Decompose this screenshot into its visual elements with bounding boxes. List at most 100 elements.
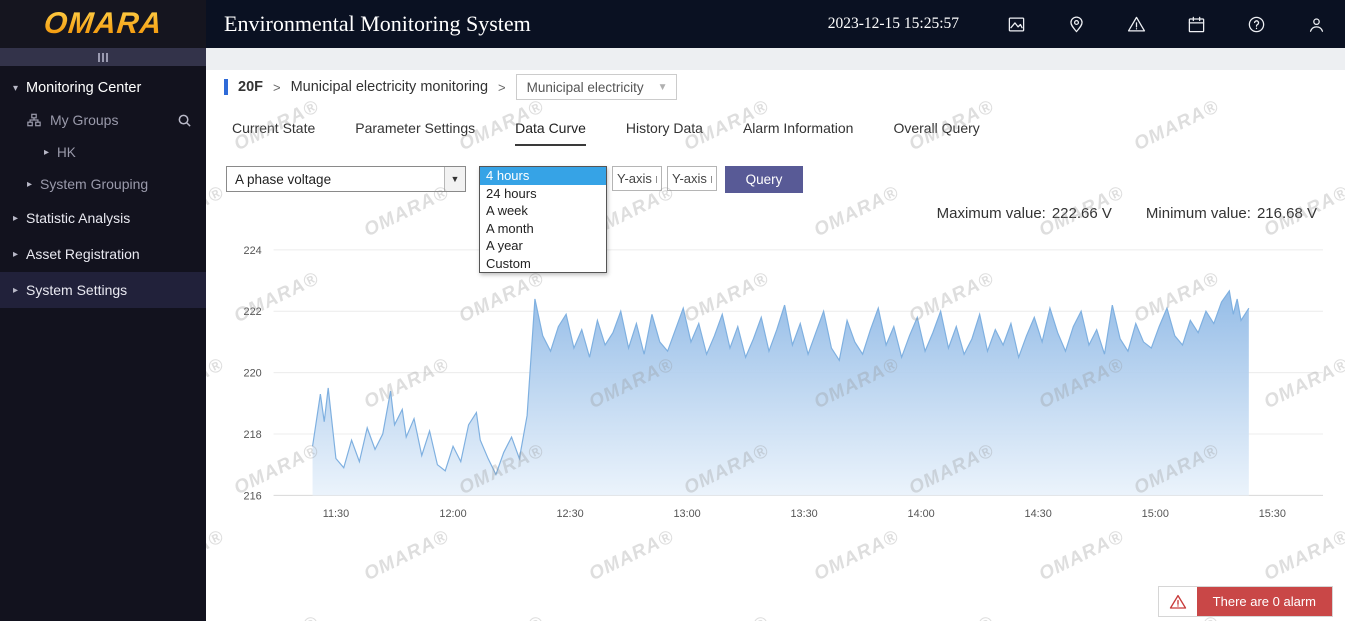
sidebar-item-label: Monitoring Center [26, 80, 142, 96]
current-datetime: 2023-12-15 15:25:57 [827, 15, 959, 32]
tab-alarm-information[interactable]: Alarm Information [742, 120, 854, 136]
chevron-right-icon: ▸ [13, 248, 19, 260]
sidebar-item-system-grouping[interactable]: ▸ System Grouping [0, 168, 206, 200]
alarm-icon[interactable] [1125, 13, 1147, 35]
tab-parameter-settings[interactable]: Parameter Settings [355, 120, 476, 136]
sidebar: ▾ Monitoring Center My Groups ▸ HK ▸ Sys… [0, 48, 206, 621]
content-wrap: OMARA® OMARA® OMARA® OMARA® OMARA® OMARA® OMAR… [206, 70, 1345, 621]
chevron-down-icon: ▾ [13, 82, 19, 94]
sidebar-item-hk[interactable]: ▸ HK [0, 136, 206, 168]
tab-overall-query[interactable]: Overall Query [893, 120, 980, 136]
top-bar-main: Environmental Monitoring System 2023-12-… [206, 0, 1345, 48]
top-bar: OMARA Environmental Monitoring System 20… [0, 0, 1345, 48]
chevron-down-icon: ▼ [444, 167, 465, 191]
page-title: Environmental Monitoring System [224, 11, 531, 36]
panel: Current State Parameter Settings Data Cu… [206, 104, 1345, 621]
tab-data-curve[interactable]: Data Curve [515, 120, 586, 146]
chevron-right-icon: ▸ [44, 146, 50, 158]
device-select-value: Municipal electricity [526, 79, 644, 95]
search-icon[interactable] [177, 113, 192, 128]
chevron-right-icon: ▸ [13, 284, 19, 296]
sidebar-item-label: Statistic Analysis [26, 210, 131, 226]
query-button[interactable]: Query [725, 166, 803, 193]
x-tick-label: 13:00 [673, 508, 700, 520]
breadcrumb-root[interactable]: 20F [238, 79, 263, 95]
x-tick-label: 11:30 [323, 508, 349, 520]
y-tick-label: 216 [244, 490, 262, 502]
parameter-select-value: A phase voltage [235, 171, 332, 187]
x-tick-label: 12:30 [556, 508, 583, 520]
y-tick-label: 218 [244, 429, 262, 441]
top-bar-actions: 2023-12-15 15:25:57 [828, 13, 1327, 35]
location-icon[interactable] [1065, 13, 1087, 35]
query-controls: A phase voltage ▼ 4 hours 24 hours A wee… [226, 166, 1325, 273]
sidebar-item-my-groups[interactable]: My Groups [0, 104, 206, 136]
breadcrumb-separator: > [498, 79, 506, 95]
brand-logo: OMARA [42, 7, 164, 40]
user-icon[interactable] [1305, 13, 1327, 35]
max-value: 222.66 V [1051, 205, 1112, 222]
x-tick-label: 15:00 [1142, 508, 1169, 520]
breadcrumb-separator: > [273, 79, 281, 95]
warning-triangle-icon [1158, 587, 1197, 616]
sidebar-item-label: System Grouping [40, 176, 149, 192]
voltage-area-chart: 216 218 220 222 224 11:30 12:00 12:30 13:00 13:30… [226, 236, 1325, 531]
y-tick-label: 224 [244, 245, 262, 257]
groups-icon [27, 113, 41, 127]
area-series-fill [312, 290, 1249, 496]
stats-row: Maximum value: 222.66 V Minimum value: 2… [226, 205, 1325, 222]
body-row: ▾ Monitoring Center My Groups ▸ HK ▸ Sys… [0, 48, 1345, 621]
breadcrumb: 20F > Municipal electricity monitoring >… [206, 70, 1345, 104]
device-select[interactable]: Municipal electricity ▼ [515, 74, 677, 100]
x-tick-label: 13:30 [791, 508, 818, 520]
sidebar-item-statistic-analysis[interactable]: ▸ Statistic Analysis [0, 200, 206, 236]
y-axis-max-input[interactable] [667, 166, 717, 191]
x-tick-label: 12:00 [439, 508, 466, 520]
time-range-option-custom[interactable]: Custom [486, 255, 531, 271]
sidebar-item-monitoring-center[interactable]: ▾ Monitoring Center [0, 72, 206, 104]
chevron-right-icon: ▸ [27, 178, 33, 190]
sidebar-collapse-handle[interactable] [0, 48, 206, 66]
x-tick-label: 15:30 [1259, 508, 1286, 520]
breadcrumb-section[interactable]: Municipal electricity monitoring [290, 79, 489, 95]
alarm-status-box[interactable]: There are 0 alarm [1157, 586, 1333, 617]
sidebar-item-system-settings[interactable]: ▸ System Settings [0, 272, 206, 308]
calendar-icon[interactable] [1185, 13, 1207, 35]
time-range-option-4-hours[interactable]: 4 hours [480, 167, 606, 185]
logo-area: OMARA [0, 0, 206, 48]
chevron-right-icon: ▸ [13, 212, 19, 224]
sidebar-item-label: Asset Registration [26, 246, 140, 262]
max-value-label: Maximum value: [936, 205, 1046, 222]
time-range-option-a-month[interactable]: A month [486, 220, 534, 236]
y-tick-label: 222 [244, 306, 262, 318]
area-series-line [311, 289, 1250, 477]
time-range-option-24-hours[interactable]: 24 hours [486, 185, 537, 201]
time-range-select-slot: 4 hours 24 hours A week A month A year C… [479, 166, 607, 273]
y-axis-min-input[interactable] [612, 166, 662, 191]
chart-svg: 216 218 220 222 224 11:30 12:00 12:30 13:00 13:30… [244, 245, 1323, 520]
main-content: OMARA® OMARA® OMARA® OMARA® OMARA® OMARA® OMAR… [206, 48, 1345, 621]
time-range-dropdown: 4 hours 24 hours A week A month A year C… [479, 166, 607, 273]
min-value-label: Minimum value: [1145, 205, 1251, 222]
time-range-option-a-week[interactable]: A week [486, 203, 528, 218]
chevron-down-icon: ▼ [657, 81, 668, 93]
tab-current-state[interactable]: Current State [232, 120, 316, 136]
tab-history-data[interactable]: History Data [625, 120, 703, 136]
tab-bar: Current State Parameter Settings Data Cu… [226, 114, 1325, 146]
breadcrumb-accent-bar [224, 79, 228, 95]
min-value: 216.68 V [1256, 205, 1317, 222]
y-tick-label: 220 [244, 368, 262, 380]
alarm-status-text: There are 0 alarm [1196, 587, 1332, 616]
sidebar-item-label: My Groups [50, 112, 119, 128]
sidebar-item-asset-registration[interactable]: ▸ Asset Registration [0, 236, 206, 272]
help-icon[interactable] [1245, 13, 1267, 35]
sidebar-item-label: HK [57, 144, 76, 160]
x-tick-label: 14:00 [908, 508, 935, 520]
x-tick-label: 14:30 [1025, 508, 1052, 520]
time-range-option-a-year[interactable]: A year [486, 238, 523, 253]
sidebar-item-label: System Settings [26, 282, 128, 298]
spacer [206, 48, 1345, 70]
parameter-select[interactable]: A phase voltage ▼ [226, 166, 466, 192]
snapshot-icon[interactable] [1005, 13, 1027, 35]
